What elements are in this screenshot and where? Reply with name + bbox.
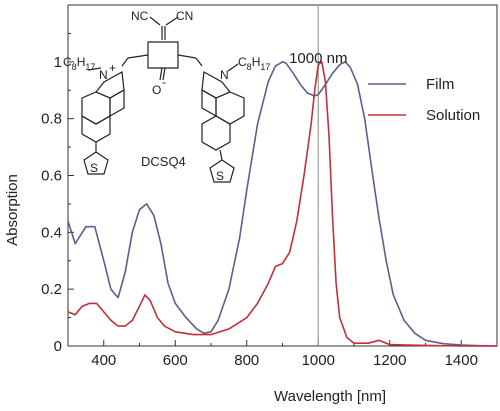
mol-label-cn: CN	[176, 9, 193, 23]
mol-label-c8h17-left: C8H17	[63, 55, 95, 72]
y-tick-label-0.8: 0.8	[41, 111, 62, 128]
legend-label-film: Film	[426, 76, 454, 93]
mol-label-s-left: S	[90, 161, 98, 175]
y-axis-label: Absorption	[4, 174, 21, 246]
mol-label-s-right: S	[216, 169, 224, 183]
mol-label-n-left: N	[99, 68, 108, 82]
x-tick-label-800: 800	[234, 352, 259, 369]
annotation-vline-label: 1000 nm	[289, 50, 347, 67]
y-tick-label-1: 1	[54, 54, 62, 71]
y-tick-label-0.2: 0.2	[41, 281, 62, 298]
mol-label-o-charge: -	[162, 75, 166, 89]
y-tick-label-0.4: 0.4	[41, 224, 62, 241]
molecule-structure: NC CN O - C8H17 N + S C8H17 N	[63, 9, 270, 183]
mol-label-o: O	[152, 83, 161, 97]
series-lines	[67, 60, 498, 347]
legend: Film Solution	[368, 76, 480, 124]
legend-label-solution: Solution	[426, 107, 480, 124]
axis-tick-labels: 400 600 800 1000 1200 1400 0 0.2 0.4 0.6 0.8 1	[41, 54, 478, 369]
mol-label-n-left-charge: +	[109, 61, 116, 75]
x-tick-label-400: 400	[91, 352, 116, 369]
x-tick-label-1400: 1400	[445, 352, 478, 369]
mol-label-nc: NC	[131, 9, 149, 23]
plot-frame	[67, 4, 498, 347]
x-axis-label: Wavelength [nm]	[274, 388, 386, 405]
y-tick-label-0.6: 0.6	[41, 168, 62, 185]
compound-name: DCSQ4	[141, 154, 186, 169]
mol-label-c8h17-right: C8H17	[238, 55, 270, 72]
y-tick-label-0: 0	[54, 338, 62, 355]
mol-label-n-right: N	[220, 68, 229, 82]
x-tick-label-1200: 1200	[373, 352, 406, 369]
x-tick-label-600: 600	[163, 352, 188, 369]
series-line-film	[67, 60, 498, 347]
x-tick-label-1000: 1000	[302, 352, 335, 369]
series-line-solution	[67, 60, 497, 347]
